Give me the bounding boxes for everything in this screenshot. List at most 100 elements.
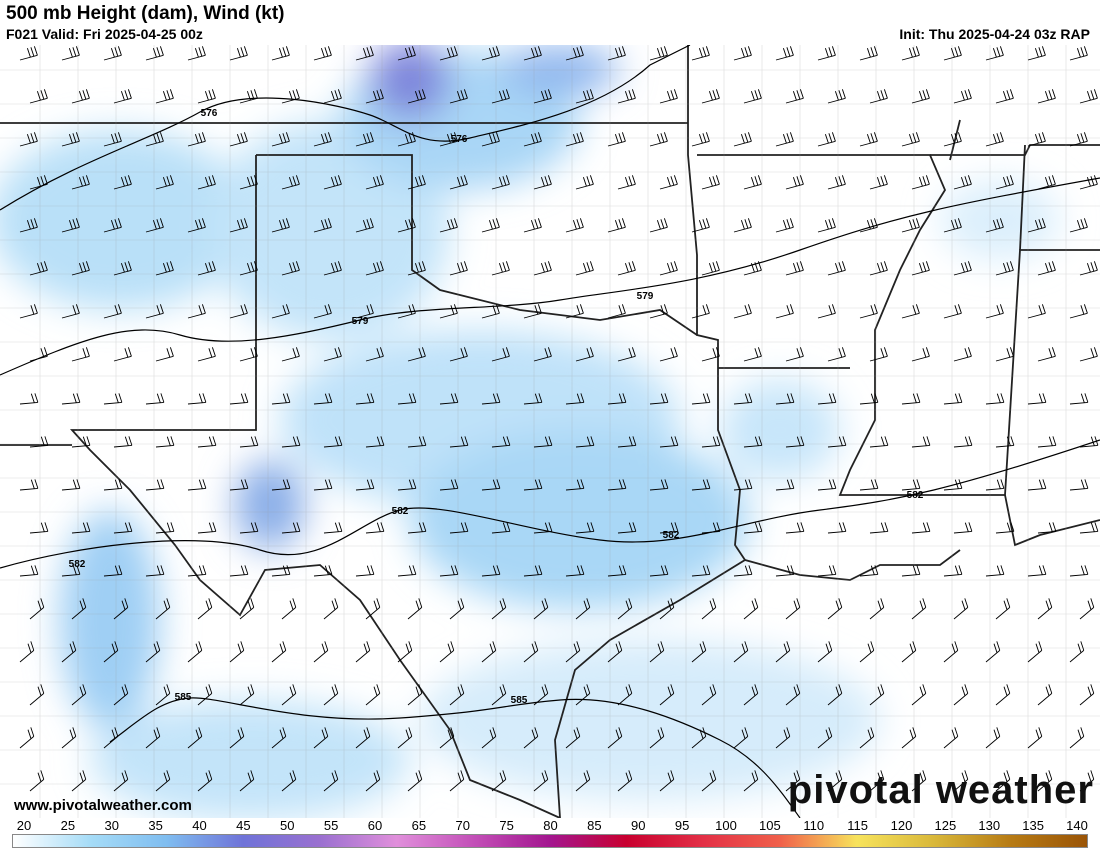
wind-barb [953, 522, 973, 534]
wind-barb [187, 565, 207, 577]
colorbar-tick: 135 [1022, 818, 1044, 833]
wind-barb [533, 522, 553, 534]
wind-barb [103, 393, 123, 405]
wind-barb [407, 684, 423, 706]
wind-barb [743, 436, 763, 448]
wind-barb [701, 261, 720, 276]
wind-barb [281, 770, 297, 792]
wind-barb [271, 393, 291, 405]
wind-barb [533, 770, 549, 792]
wind-barb [617, 598, 633, 620]
wind-barb [743, 684, 759, 706]
wind-barb [533, 684, 549, 706]
wind-barb [239, 436, 259, 448]
wind-barb [197, 522, 217, 534]
wind-barb [743, 770, 759, 792]
wind-barb [481, 727, 497, 749]
wind-barb [985, 565, 1005, 577]
wind-barb [439, 304, 458, 319]
wind-barb [491, 347, 510, 362]
wind-barb [943, 46, 962, 61]
wind-barb [775, 727, 791, 749]
wind-barb [659, 436, 679, 448]
wind-barb [19, 46, 38, 61]
wind-barb [953, 175, 972, 190]
wind-barb [1069, 727, 1085, 749]
colorbar-tick: 60 [367, 818, 383, 833]
wind-barb [523, 641, 539, 663]
wind-barb [313, 565, 333, 577]
wind-barb [733, 479, 753, 491]
wind-barb [901, 727, 917, 749]
wind-barb [575, 436, 595, 448]
wind-barb [1079, 89, 1098, 104]
wind-barb [145, 132, 164, 147]
wind-barb [985, 479, 1005, 491]
wind-barb [1027, 393, 1047, 405]
wind-barb [187, 46, 206, 61]
wind-barb [775, 46, 794, 61]
wind-barb [785, 436, 805, 448]
wind-barb [19, 727, 35, 749]
wind-barb [691, 727, 707, 749]
wind-barb [911, 770, 927, 792]
wind-barb [659, 598, 675, 620]
wind-barb [239, 89, 258, 104]
wind-barb [449, 522, 469, 534]
contour-labels: 576 576 579 579 582 582 582 582 585 585 [69, 108, 924, 706]
wind-barb [859, 565, 879, 577]
colorbar-tick: 50 [280, 818, 295, 833]
wind-barb [775, 304, 794, 319]
wind-barb [733, 304, 752, 319]
wind-barb [397, 641, 413, 663]
wind-barb [239, 261, 258, 276]
wind-barb [691, 641, 707, 663]
wind-barb [407, 347, 426, 362]
wind-barb [19, 393, 39, 405]
wind-barb [271, 479, 291, 491]
wind-barb [481, 641, 497, 663]
wind-barb [901, 393, 921, 405]
colorbar-tick: 35 [148, 818, 163, 833]
wind-barb [187, 641, 203, 663]
wind-barb [701, 770, 717, 792]
wind-barb [691, 132, 710, 147]
wind-barb [995, 261, 1014, 276]
wind-barb [145, 641, 161, 663]
wind-barb [239, 175, 258, 190]
wind-barb [649, 304, 668, 319]
wind-barb [869, 175, 888, 190]
wind-barb [155, 175, 174, 190]
wind-barb [155, 436, 175, 448]
wind-barb [491, 770, 507, 792]
colorbar-tick: 20 [16, 818, 32, 833]
wind-barb [575, 175, 594, 190]
wind-barb [743, 347, 762, 362]
wind-barb [439, 218, 458, 233]
wind-barb [943, 132, 962, 147]
wind-barb [911, 175, 930, 190]
wind-barb [449, 261, 468, 276]
wind-barb [491, 89, 510, 104]
wind-barb [901, 304, 920, 319]
contour-585 [109, 697, 801, 818]
wind-barb [407, 261, 426, 276]
wind-barb [397, 565, 417, 577]
wind-barb [481, 304, 500, 319]
wind-barb [145, 727, 161, 749]
wind-barb [985, 727, 1001, 749]
wind-barb [523, 479, 543, 491]
wind-barb [1037, 522, 1057, 534]
contour-582 [0, 439, 1100, 569]
wind-barb [29, 770, 45, 792]
wind-barb [565, 479, 585, 491]
wind-barb [691, 393, 711, 405]
wind-barb [785, 598, 801, 620]
wind-barb [155, 89, 174, 104]
wind-barb [911, 522, 931, 534]
wind-barb [1027, 304, 1046, 319]
wind-barb [533, 261, 552, 276]
wind-barb [659, 522, 679, 534]
wind-barb [617, 347, 636, 362]
wind-barb [19, 132, 38, 147]
